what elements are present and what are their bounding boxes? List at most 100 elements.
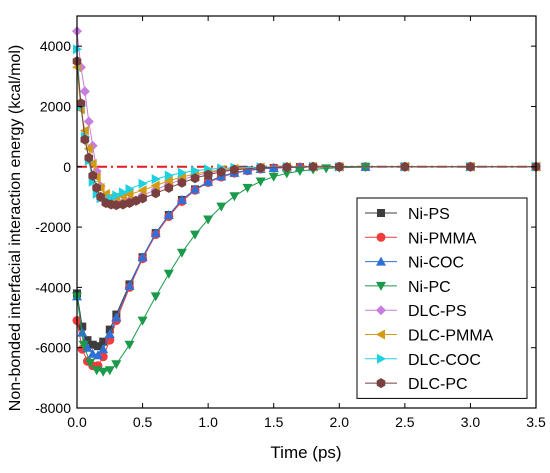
data-point (93, 342, 102, 351)
legend-entry: DLC-PC (365, 376, 468, 393)
data-point (124, 280, 135, 290)
data-point (150, 180, 160, 191)
legend-marker (376, 232, 386, 242)
legend-label: DLC-PS (408, 303, 467, 320)
legend-entry: Ni-PC (365, 279, 451, 296)
data-point (78, 322, 87, 331)
x-tick-label: 3.5 (526, 414, 546, 430)
legend-label: Ni-PMMA (408, 230, 477, 247)
data-point (88, 340, 97, 349)
data-point (190, 230, 200, 240)
x-tick-label: 0.5 (133, 414, 153, 430)
data-point (137, 316, 148, 326)
legend-entry: DLC-PMMA (365, 328, 494, 345)
data-point (400, 161, 410, 172)
legend-marker (376, 256, 386, 266)
x-axis-label: Time (ps) (270, 443, 341, 462)
legend-marker (377, 209, 385, 217)
series-line (76, 61, 536, 206)
y-tick-label: -4000 (35, 279, 71, 295)
legend-entry: Ni-COC (365, 255, 464, 272)
data-point (87, 158, 97, 169)
legend-box (356, 197, 528, 399)
data-point (125, 198, 134, 208)
data-point (79, 86, 90, 97)
data-point (203, 176, 214, 186)
series-layer (72, 26, 541, 377)
legend: Ni-PS Ni-PMMA Ni-COC Ni-PC DLC-PS DLC-PMMA DLC… (356, 197, 528, 399)
data-point (85, 358, 96, 368)
data-point (112, 190, 122, 201)
data-point (203, 169, 213, 180)
data-point (118, 187, 128, 198)
axes-layer (76, 15, 537, 409)
x-tick-label: 2.5 (395, 414, 415, 430)
data-point (242, 165, 253, 175)
data-point (88, 170, 98, 181)
data-point (96, 191, 105, 202)
data-point (80, 134, 90, 145)
data-point (124, 340, 135, 350)
legend-marker (377, 353, 386, 364)
data-point (163, 269, 174, 279)
data-point (98, 344, 109, 354)
data-point (268, 172, 279, 182)
data-point (83, 143, 93, 154)
y-axis-label: Non-bonded interfacial interaction energ… (7, 45, 24, 411)
data-point (111, 312, 122, 322)
data-point (98, 367, 109, 377)
data-point (104, 366, 115, 376)
series-line (76, 166, 536, 373)
data-point (190, 173, 200, 184)
data-point (83, 336, 92, 345)
legend-label: Ni-COC (408, 255, 464, 272)
legend-entry: DLC-COC (365, 352, 481, 369)
data-point (151, 188, 160, 199)
y-tick-label: 0 (63, 159, 71, 175)
legend-marker (376, 281, 386, 291)
legend-label: DLC-PC (408, 376, 468, 393)
data-point (99, 337, 108, 346)
data-point (151, 174, 161, 185)
legend-marker (376, 305, 386, 316)
data-point (118, 199, 128, 210)
data-point (256, 162, 265, 173)
data-point (177, 167, 187, 178)
legend-label: Ni-PC (408, 279, 451, 296)
data-point (360, 163, 371, 173)
legend-label: DLC-COC (408, 352, 481, 369)
data-point (78, 340, 89, 350)
data-point (137, 252, 148, 262)
data-point (150, 228, 161, 238)
data-point (466, 161, 475, 172)
x-tick-label: 1.0 (198, 414, 218, 430)
legend-entry: Ni-PMMA (365, 230, 477, 247)
data-point (191, 165, 200, 176)
data-point (282, 162, 292, 173)
data-point (229, 192, 240, 202)
x-tick-label: 2.0 (330, 414, 350, 430)
plot-frame (76, 15, 537, 409)
x-tick-label: 1.5 (264, 414, 284, 430)
data-point (138, 178, 148, 189)
legend-label: DLC-PMMA (408, 328, 494, 345)
data-point (190, 184, 200, 194)
data-point (230, 164, 239, 175)
data-point (84, 152, 94, 163)
data-point (163, 175, 173, 186)
y-tick-label: 2000 (40, 98, 71, 114)
x-tick-label: 0.0 (67, 414, 87, 430)
data-point (76, 98, 86, 109)
data-point (203, 215, 214, 225)
data-point (150, 292, 161, 302)
y-tick-label: -6000 (35, 340, 71, 356)
ticks-layer: 0.0 0.5 1.0 1.5 2.0 2.5 3.0 3.5 -8000 -6000 -4000 -… (35, 16, 546, 430)
data-point (216, 202, 227, 212)
data-point (294, 167, 305, 176)
x-tick-label: 3.0 (461, 414, 481, 430)
data-point (308, 161, 318, 172)
data-point (163, 210, 174, 219)
data-point (125, 184, 135, 195)
